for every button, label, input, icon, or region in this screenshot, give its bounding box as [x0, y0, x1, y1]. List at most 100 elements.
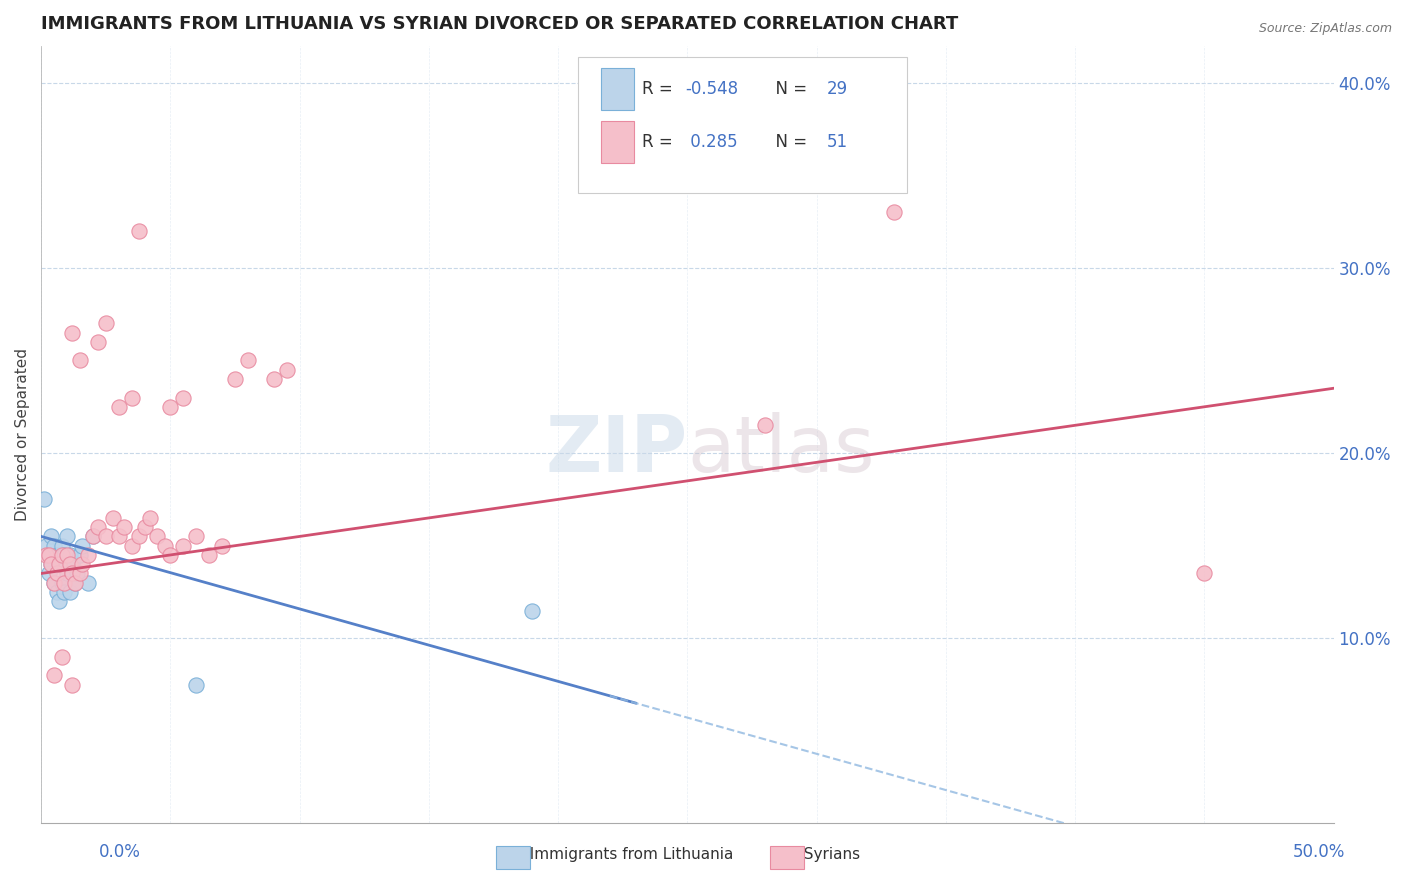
Point — [38, 566, 60, 581]
Point — [45, 585, 67, 599]
Point — [66, 566, 89, 581]
Point — [53, 585, 76, 599]
Point — [63, 575, 86, 590]
Point — [69, 548, 91, 562]
Point — [38, 548, 60, 562]
Text: N =: N = — [765, 133, 813, 151]
Point — [42, 575, 65, 590]
Point — [48, 558, 70, 572]
Point — [159, 548, 181, 562]
Point — [134, 520, 156, 534]
Point — [94, 317, 117, 331]
Point — [42, 575, 65, 590]
Point — [53, 575, 76, 590]
Point — [58, 585, 80, 599]
Point — [69, 566, 91, 581]
Point — [72, 539, 94, 553]
Point — [107, 529, 129, 543]
Point — [63, 575, 86, 590]
Point — [87, 334, 110, 349]
Point — [51, 575, 73, 590]
Point — [82, 529, 104, 543]
Text: Immigrants from Lithuania: Immigrants from Lithuania — [520, 847, 734, 862]
Point — [60, 558, 83, 572]
Text: 0.285: 0.285 — [685, 133, 737, 151]
Point — [754, 418, 776, 433]
Point — [53, 548, 76, 562]
Point — [186, 529, 208, 543]
Point — [60, 677, 83, 691]
Point — [48, 558, 70, 572]
Point — [522, 603, 544, 617]
Point — [51, 649, 73, 664]
Point — [45, 566, 67, 581]
Point — [276, 363, 298, 377]
Point — [107, 400, 129, 414]
Point — [72, 558, 94, 572]
Text: ZIP: ZIP — [546, 412, 688, 488]
Point — [121, 391, 143, 405]
Point — [38, 548, 60, 562]
Point — [121, 539, 143, 553]
Point — [172, 391, 194, 405]
Text: 29: 29 — [827, 80, 848, 98]
Point — [128, 224, 150, 238]
Point — [56, 529, 79, 543]
Text: Syrians: Syrians — [794, 847, 860, 862]
Point — [76, 548, 98, 562]
Point — [172, 539, 194, 553]
Point — [186, 677, 208, 691]
Y-axis label: Divorced or Separated: Divorced or Separated — [15, 348, 30, 521]
Point — [159, 400, 181, 414]
Point — [82, 529, 104, 543]
Point — [60, 326, 83, 340]
Text: R =: R = — [643, 80, 678, 98]
Point — [58, 548, 80, 562]
Text: IMMIGRANTS FROM LITHUANIA VS SYRIAN DIVORCED OR SEPARATED CORRELATION CHART: IMMIGRANTS FROM LITHUANIA VS SYRIAN DIVO… — [41, 15, 959, 33]
Point — [58, 558, 80, 572]
Point — [1194, 566, 1216, 581]
Point — [48, 594, 70, 608]
Text: N =: N = — [765, 80, 813, 98]
Point — [56, 548, 79, 562]
Point — [138, 511, 160, 525]
Point — [32, 492, 55, 507]
Point — [263, 372, 285, 386]
FancyBboxPatch shape — [600, 121, 634, 163]
Text: R =: R = — [643, 133, 678, 151]
Point — [41, 558, 63, 572]
Point — [211, 539, 233, 553]
Point — [51, 539, 73, 553]
Point — [103, 511, 125, 525]
Point — [42, 539, 65, 553]
Point — [128, 529, 150, 543]
Point — [112, 520, 135, 534]
Text: 51: 51 — [827, 133, 848, 151]
Point — [153, 539, 176, 553]
Text: 50.0%: 50.0% — [1292, 843, 1346, 861]
FancyBboxPatch shape — [600, 68, 634, 110]
Text: -0.548: -0.548 — [685, 80, 738, 98]
Point — [35, 548, 58, 562]
Text: 0.0%: 0.0% — [98, 843, 141, 861]
Point — [56, 566, 79, 581]
Point — [41, 558, 63, 572]
Point — [198, 548, 221, 562]
Point — [236, 353, 259, 368]
FancyBboxPatch shape — [578, 57, 907, 194]
Point — [35, 539, 58, 553]
Point — [42, 668, 65, 682]
Point — [76, 575, 98, 590]
Point — [51, 548, 73, 562]
Point — [60, 566, 83, 581]
Text: Source: ZipAtlas.com: Source: ZipAtlas.com — [1258, 22, 1392, 36]
Point — [146, 529, 169, 543]
Point — [69, 353, 91, 368]
Text: atlas: atlas — [688, 412, 875, 488]
Point — [94, 529, 117, 543]
Point — [883, 205, 905, 219]
Point — [224, 372, 246, 386]
Point — [45, 548, 67, 562]
Point — [41, 529, 63, 543]
Point — [87, 520, 110, 534]
